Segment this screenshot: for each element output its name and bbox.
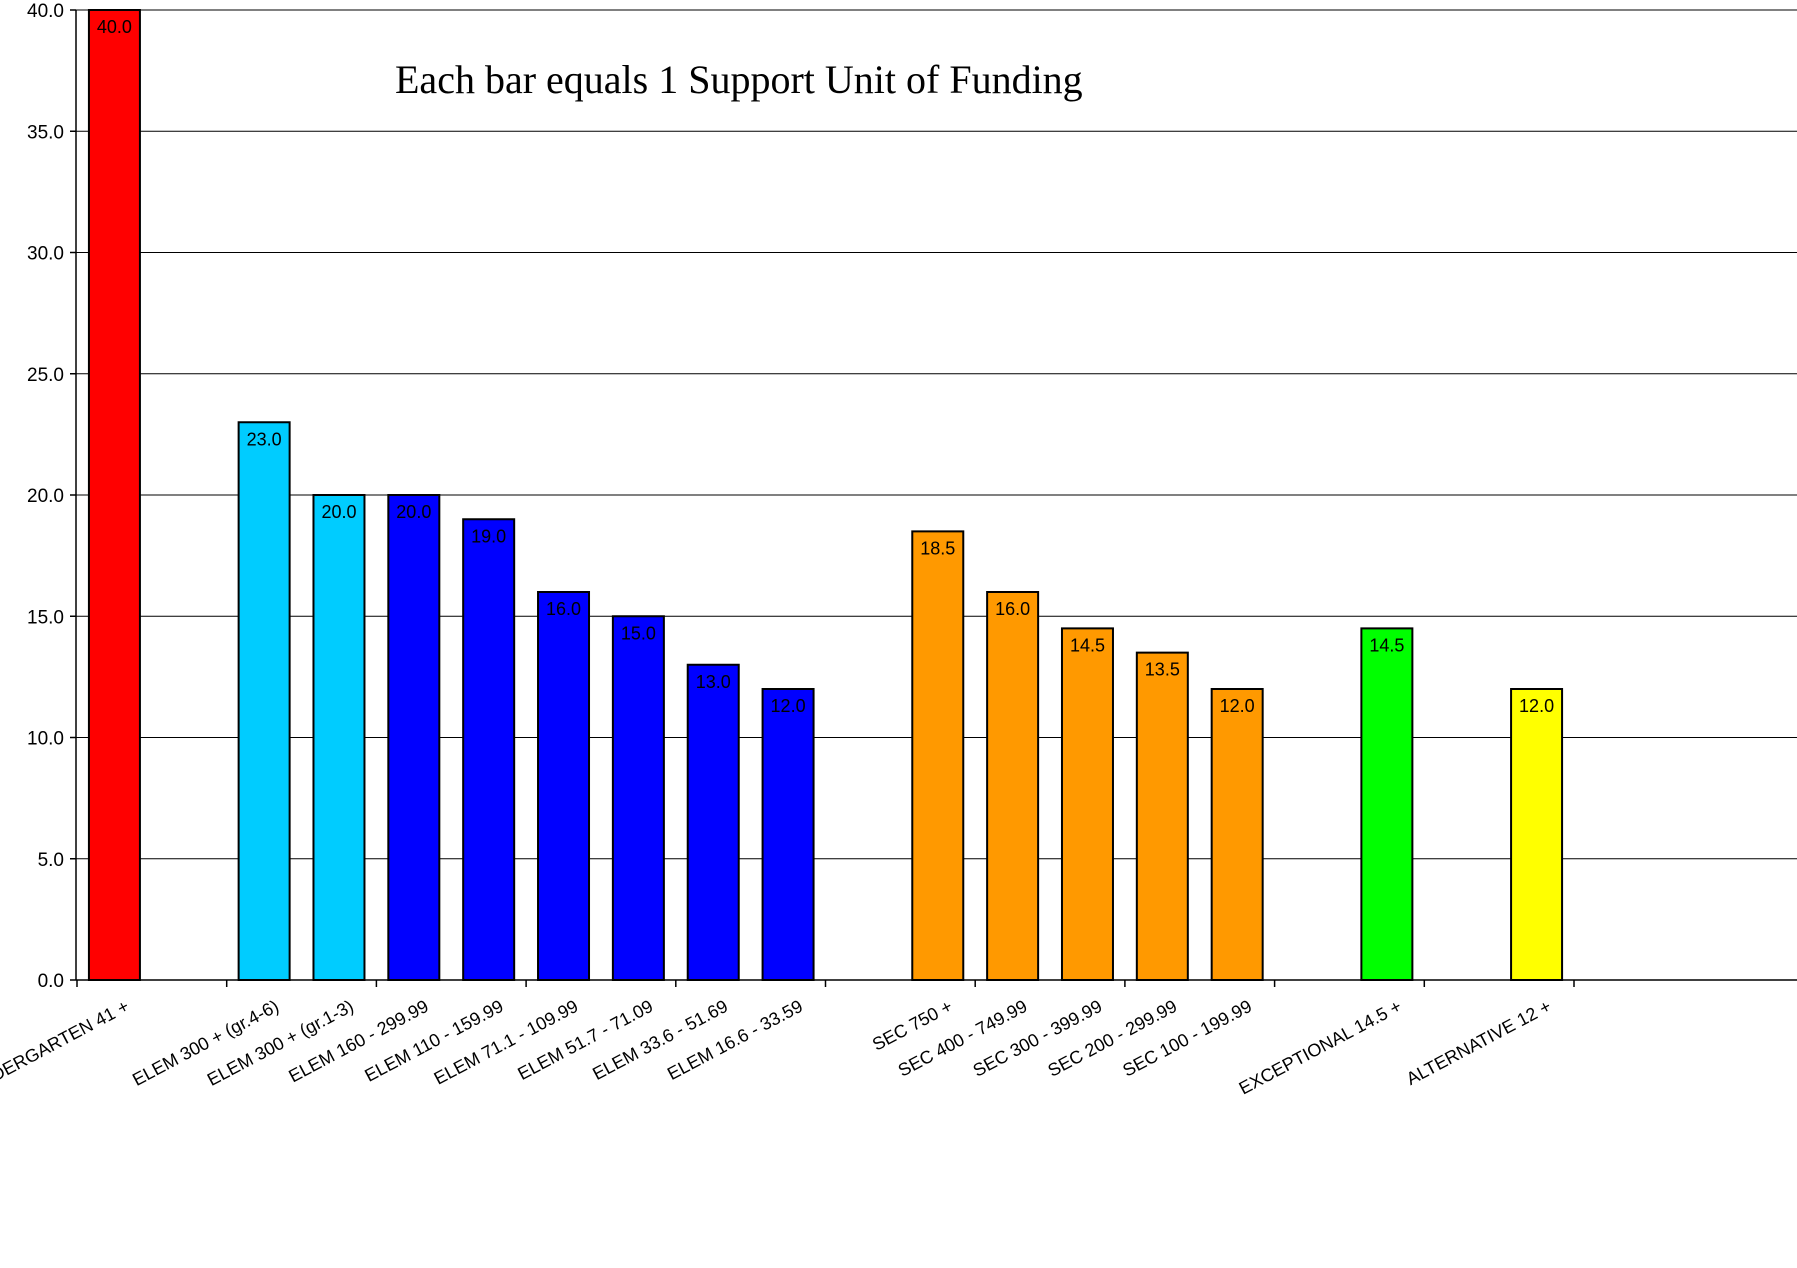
data-label: 18.5 [920,538,955,558]
data-label: 13.0 [696,672,731,692]
bar [537,591,591,981]
data-label: 40.0 [97,17,132,37]
data-label: 13.5 [1145,660,1180,680]
x-category-label: KINDERGARTEN 41 + [0,996,132,1100]
y-tick-label: 25.0 [27,365,64,386]
bar [1135,651,1189,981]
bar [237,421,291,981]
x-category-label: ELEM 160 - 299.99 [285,996,431,1086]
bar [1360,627,1414,981]
x-category-label: SEC 400 - 749.99 [895,996,1031,1081]
data-label: 16.0 [995,599,1030,619]
bar [686,663,740,981]
data-label: 23.0 [247,429,282,449]
x-category-label: ELEM 33.6 - 51.69 [589,996,731,1084]
y-tick-label: 10.0 [27,729,64,750]
bar [911,530,965,981]
bar [312,494,366,981]
x-category-label: SEC 100 - 199.99 [1119,996,1255,1081]
bar [761,688,815,981]
chart-annotation: Each bar equals 1 Support Unit of Fundin… [395,57,1083,102]
bar [1210,688,1264,981]
bars [87,9,1564,981]
bar [387,494,441,981]
data-label: 16.0 [546,599,581,619]
y-tick-label: 20.0 [27,486,64,507]
y-tick-label: 30.0 [27,244,64,265]
y-tick-label: 40.0 [27,1,64,22]
data-label: 14.5 [1369,635,1404,655]
data-label: 14.5 [1070,635,1105,655]
y-tick-labels: 0.0 5.0 10.0 15.0 20.0 25.0 30.0 35.0 40.0 [27,1,64,992]
bar [611,615,665,981]
y-tick-label: 35.0 [27,122,64,143]
data-label: 19.0 [471,526,506,546]
data-labels: 40.0 23.0 20.0 20.0 19.0 16.0 15.0 13.0 12.0 18.5… [97,17,1554,716]
y-tick-label: 5.0 [38,850,64,871]
x-tick-labels: KINDERGARTEN 41 +ELEM 300 + (gr.4-6)ELEM… [0,996,1554,1100]
bar [1510,688,1564,981]
x-category-label: EXCEPTIONAL 14.5 + [1236,996,1405,1099]
data-label: 12.0 [771,696,806,716]
data-label: 20.0 [396,502,431,522]
data-label: 20.0 [321,502,356,522]
data-label: 15.0 [621,623,656,643]
bar [462,518,516,981]
axes [70,9,1797,987]
x-category-label: ELEM 16.6 - 33.59 [664,996,806,1084]
x-category-label: SEC 200 - 299.99 [1044,996,1180,1081]
y-tick-label: 0.0 [38,971,64,992]
data-label: 12.0 [1220,696,1255,716]
y-tick-label: 15.0 [27,607,64,628]
bar [1060,627,1114,981]
x-category-label: ALTERNATIVE 12 + [1403,996,1554,1089]
data-label: 12.0 [1519,696,1554,716]
bar [87,9,141,981]
x-category-label: SEC 300 - 399.99 [970,996,1106,1081]
x-category-label: ELEM 51.7 - 71.09 [514,996,656,1084]
bar [986,591,1040,981]
